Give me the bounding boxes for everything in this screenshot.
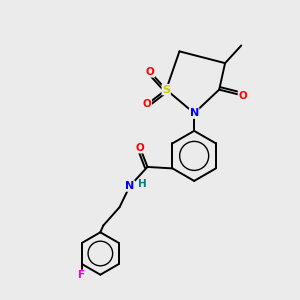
Text: O: O xyxy=(136,143,145,153)
Text: N: N xyxy=(125,181,134,191)
Text: H: H xyxy=(138,179,147,189)
Text: O: O xyxy=(146,67,154,77)
Text: F: F xyxy=(78,270,85,280)
Text: O: O xyxy=(238,91,247,100)
Text: N: N xyxy=(190,108,199,118)
Text: O: O xyxy=(143,99,152,110)
Text: S: S xyxy=(162,85,170,94)
